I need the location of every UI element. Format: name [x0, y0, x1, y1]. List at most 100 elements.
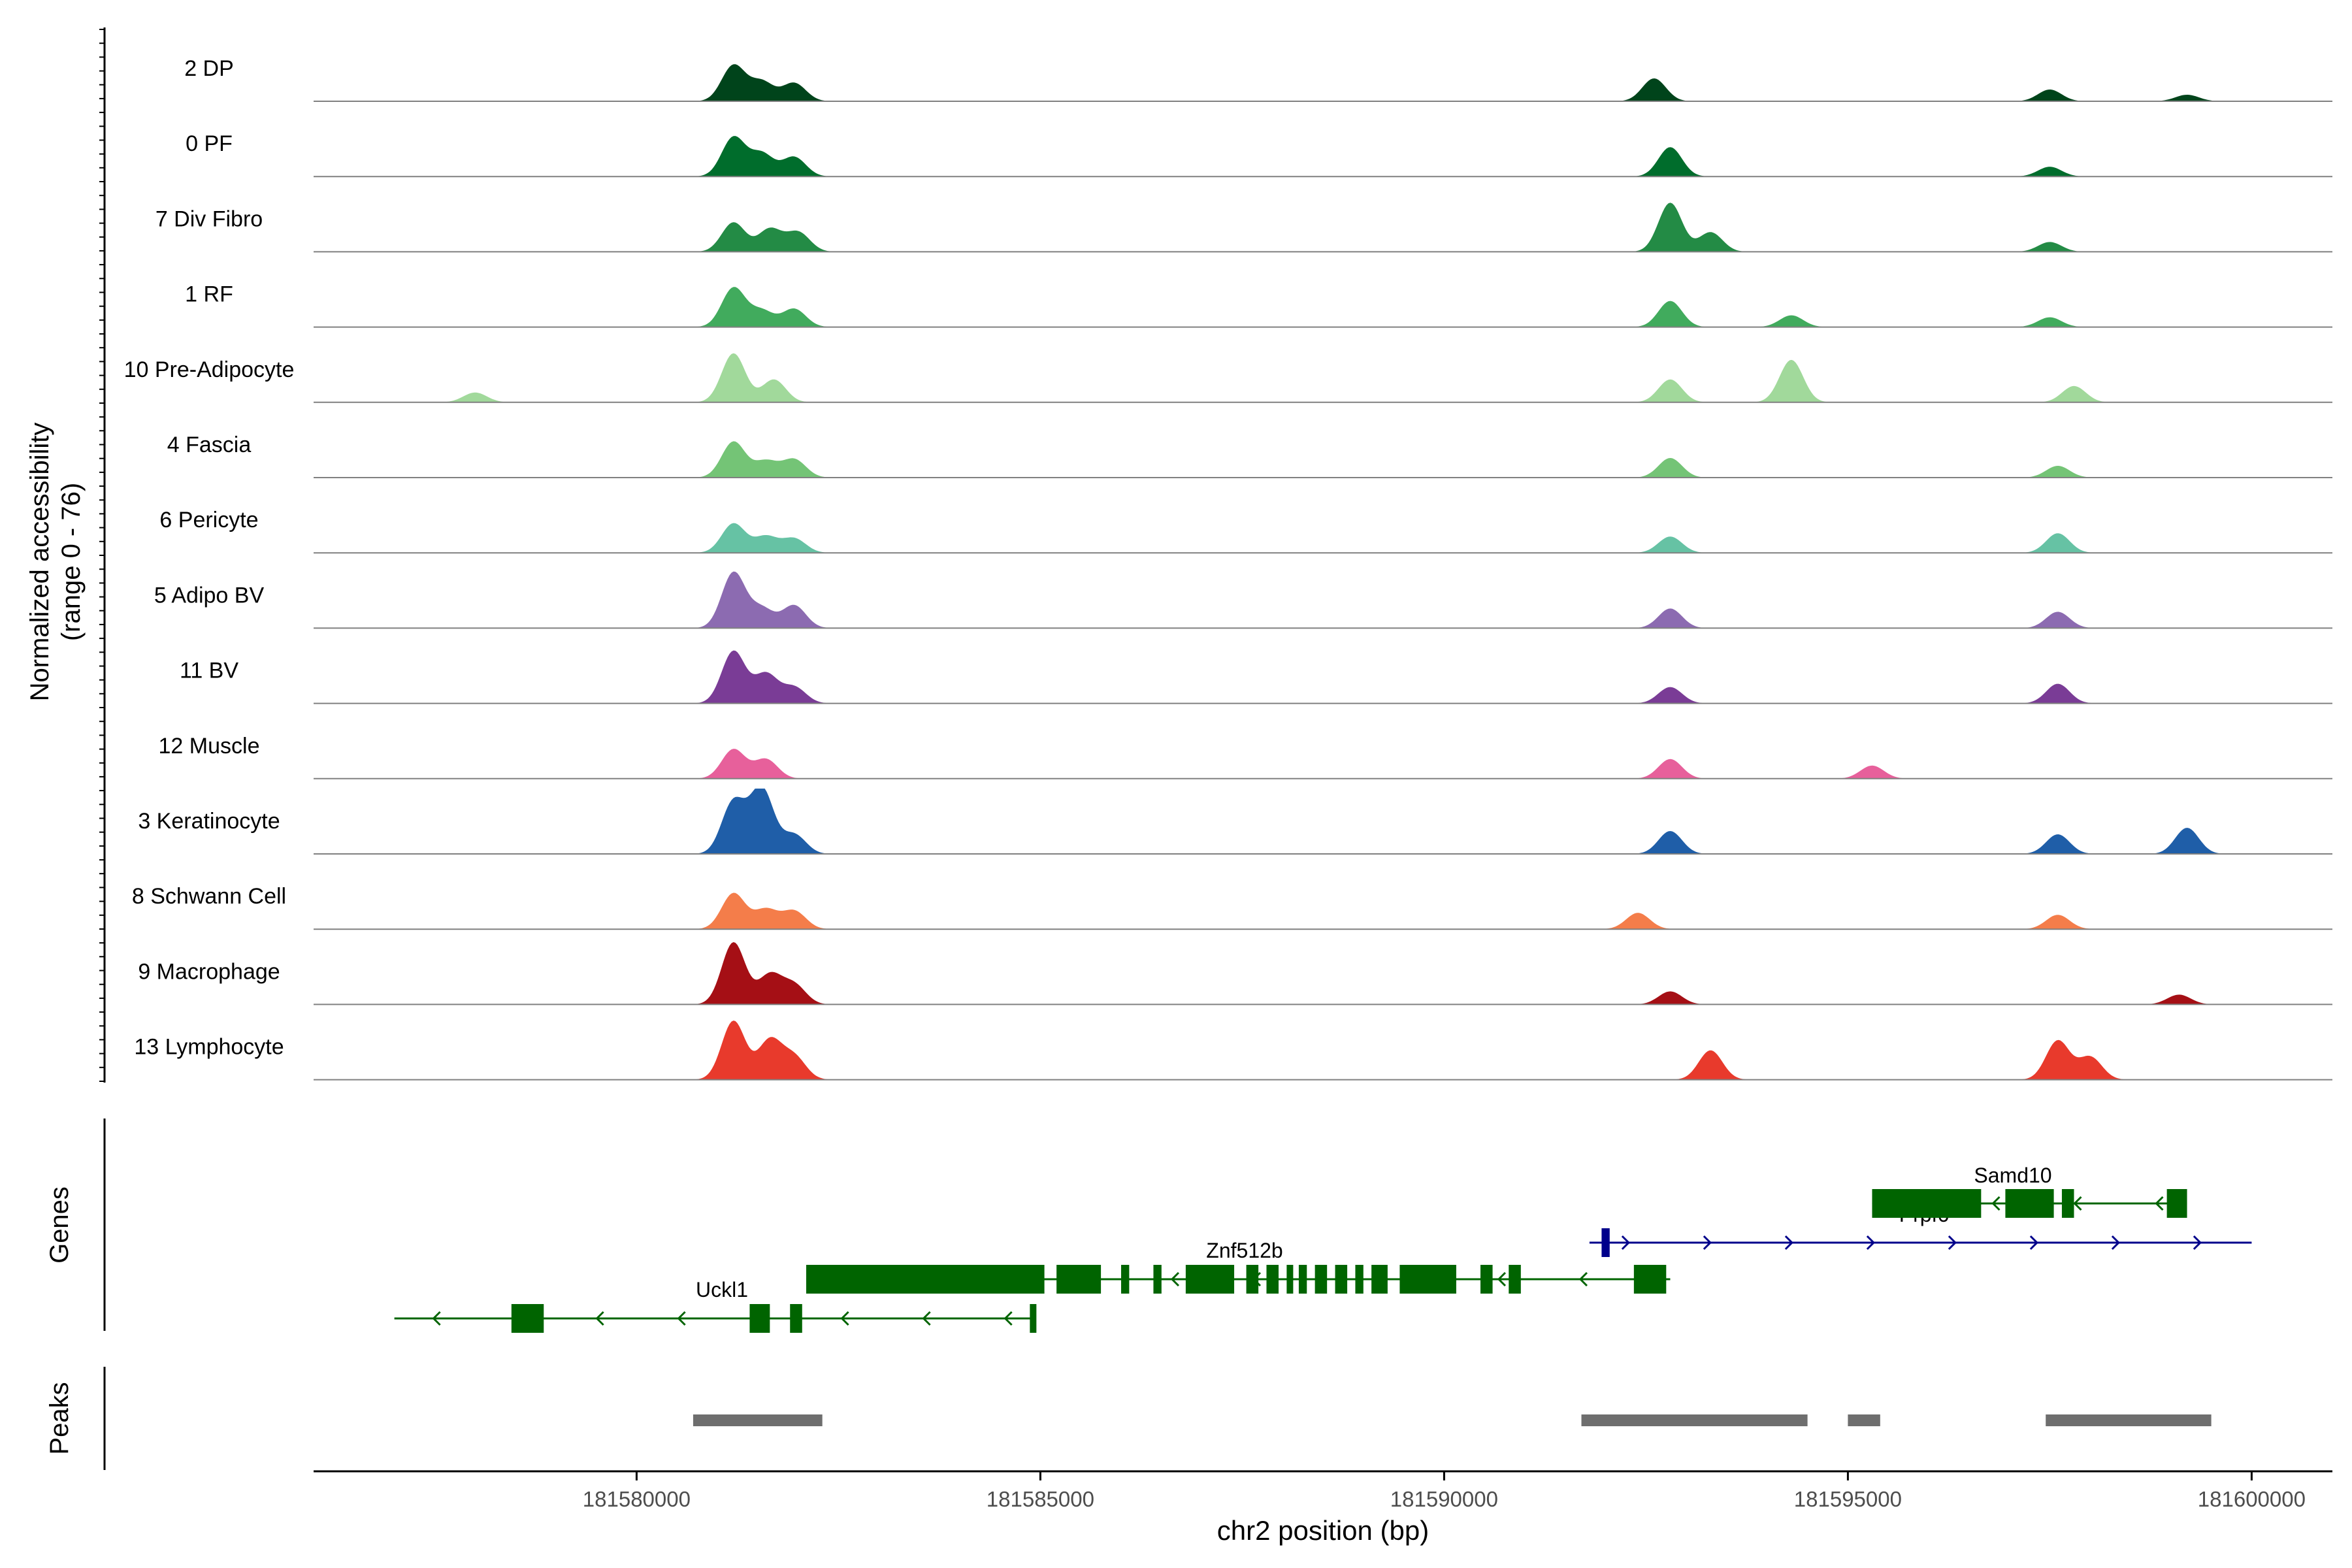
- coverage-area: [394, 441, 2252, 478]
- coverage-area: [394, 571, 2252, 629]
- strand-arrow: [1703, 1235, 1712, 1250]
- strand-arrow: [1621, 1235, 1631, 1250]
- exon: [1153, 1265, 1162, 1294]
- coverage-area: [394, 749, 2252, 779]
- strand-arrow: [1004, 1311, 1013, 1326]
- strand-arrow: [922, 1311, 931, 1326]
- track-label: 11 BV: [180, 659, 238, 683]
- track-label: 7 Div Fibro: [155, 206, 263, 231]
- x-tick-label: 181590000: [1390, 1487, 1498, 1511]
- exon: [1315, 1265, 1328, 1294]
- strand-arrow: [432, 1311, 441, 1326]
- strand-arrow: [1784, 1235, 1794, 1250]
- exon: [1185, 1265, 1235, 1294]
- track-label: 3 Keratinocyte: [138, 809, 280, 834]
- x-tick-label: 181580000: [583, 1487, 691, 1511]
- strand-arrow: [2155, 1196, 2164, 1211]
- strand-arrow: [2073, 1196, 2082, 1211]
- track-label: 9 Macrophage: [138, 959, 280, 984]
- exon: [1480, 1265, 1493, 1294]
- coverage-area: [394, 64, 2252, 101]
- track-label: 5 Adipo BV: [154, 583, 265, 608]
- gene-model: Znf512b: [806, 1239, 1671, 1294]
- coverage-area: [394, 203, 2252, 252]
- exon: [1399, 1265, 1456, 1294]
- gene-name: Samd10: [1974, 1164, 2051, 1187]
- peak-region: [693, 1414, 823, 1426]
- coverage-track: [314, 64, 2332, 102]
- x-tick-label: 181595000: [1794, 1487, 1902, 1511]
- strand-arrow: [840, 1311, 849, 1326]
- exon: [1633, 1265, 1667, 1294]
- gene-name: Znf512b: [1206, 1239, 1282, 1262]
- genes-track-label: Genes: [45, 1186, 74, 1264]
- coverage-track: [314, 789, 2332, 855]
- y-axis-range-label: (range 0 - 76): [57, 483, 86, 641]
- strand-arrow: [2193, 1235, 2202, 1250]
- strand-arrow: [677, 1311, 686, 1326]
- coverage-track: [314, 136, 2332, 178]
- coverage-area: [394, 523, 2252, 553]
- gene-model: Uckl1: [394, 1278, 1037, 1333]
- exon: [1286, 1265, 1294, 1294]
- exon: [1509, 1265, 1521, 1294]
- coverage-track: [314, 441, 2332, 478]
- coverage-area: [394, 287, 2252, 327]
- coverage-track: [314, 892, 2332, 930]
- strand-arrow: [1170, 1271, 1180, 1287]
- track-label: 6 Pericyte: [159, 508, 258, 532]
- coverage-area: [394, 136, 2252, 177]
- coverage-area: [394, 650, 2252, 704]
- x-tick-label: 181585000: [987, 1487, 1094, 1511]
- strand-arrow: [2111, 1235, 2121, 1250]
- exon: [2061, 1189, 2074, 1218]
- coverage-track: [314, 353, 2332, 403]
- strand-arrow: [1866, 1235, 1876, 1250]
- track-label: 8 Schwann Cell: [132, 884, 286, 909]
- gene-annotation-track: Uckl1Znf512bPrpf6Samd10: [394, 1164, 2252, 1333]
- exon: [1121, 1265, 1130, 1294]
- axes: 181580000 181585000 181590000 181595000 1816…: [25, 27, 2332, 1546]
- peak-region: [1848, 1414, 1880, 1426]
- track-labels: 2 DP 0 PF 7 Div Fibro 1 RF 10 Pre-Adipocyte 4…: [124, 56, 295, 1060]
- track-label: 13 Lymphocyte: [134, 1035, 284, 1060]
- exon: [1056, 1265, 1102, 1294]
- coverage-track: [314, 650, 2332, 704]
- exon: [1246, 1265, 1259, 1294]
- track-label: 2 DP: [184, 56, 234, 81]
- gene-model: Samd10: [1872, 1164, 2187, 1218]
- coverage-track: [314, 1021, 2332, 1081]
- track-label: 1 RF: [185, 282, 233, 307]
- coverage-track: [314, 571, 2332, 629]
- coverage-area: [394, 1021, 2252, 1080]
- exon: [2005, 1189, 2054, 1218]
- exon: [1266, 1265, 1279, 1294]
- gene-name: Uckl1: [696, 1278, 748, 1301]
- coverage-track: [314, 523, 2332, 554]
- peaks-track: [693, 1414, 2212, 1426]
- coverage-area: [394, 892, 2252, 930]
- exon: [1355, 1265, 1364, 1294]
- peak-region: [2046, 1414, 2212, 1426]
- peak-region: [1581, 1414, 1808, 1426]
- track-label: 10 Pre-Adipocyte: [124, 357, 295, 382]
- strand-arrow: [1948, 1235, 1957, 1250]
- coverage-track: [314, 942, 2332, 1005]
- coverage-track: [314, 287, 2332, 328]
- exon: [1872, 1189, 1982, 1218]
- y-axis-ticks: [99, 29, 105, 1082]
- coverage-area: [394, 789, 2252, 854]
- y-axis-label: Normalized accessibility: [25, 423, 54, 702]
- exon: [1371, 1265, 1388, 1294]
- x-axis-label: chr2 position (bp): [1217, 1515, 1429, 1546]
- coverage-track: [314, 203, 2332, 253]
- peaks-track-label: Peaks: [45, 1382, 74, 1454]
- track-label: 0 PF: [186, 131, 233, 156]
- coverage-track: [314, 749, 2332, 779]
- coverage-area: [394, 353, 2252, 402]
- track-label: 4 Fascia: [167, 433, 252, 457]
- strand-arrow: [595, 1311, 604, 1326]
- exon: [749, 1304, 770, 1333]
- track-label: 12 Muscle: [159, 734, 260, 759]
